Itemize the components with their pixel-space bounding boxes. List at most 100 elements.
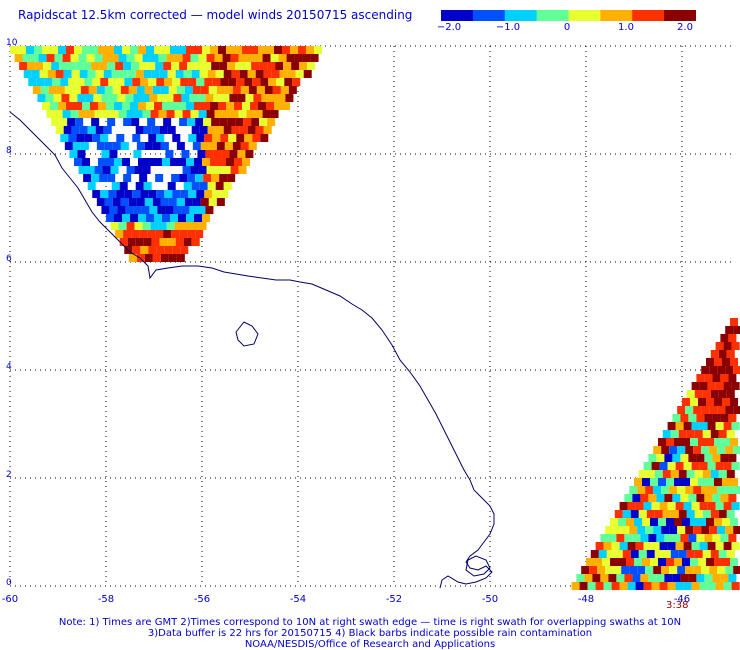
wind-cell [597,566,606,574]
wind-cell [619,582,628,590]
wind-cell [200,86,209,94]
wind-cell [206,110,215,118]
wind-cell [608,574,617,582]
wind-cell [709,446,718,454]
wind-cell [709,526,718,534]
wind-cell [674,518,682,526]
wind-cell [618,518,626,526]
wind-cell [648,494,657,502]
colorbar-label: −2.0 [436,22,462,33]
wind-cell [674,478,682,486]
wind-cell [270,110,279,118]
wind-cell [156,78,165,86]
wind-cell [205,94,214,102]
wind-cell [672,534,681,542]
wind-cell [733,366,740,374]
wind-cell [154,102,162,110]
wind-cell [207,126,216,134]
wind-cell [728,334,737,342]
wind-cell [160,254,169,262]
wind-cell [143,238,152,246]
wind-cell [101,94,110,102]
wind-cell [256,86,265,94]
wind-cell [158,110,167,118]
wind-cell [686,550,695,558]
wind-cell [98,158,106,166]
wind-cell [136,86,145,94]
wind-cell [642,558,650,566]
wind-cell [207,182,216,190]
wind-cell [174,222,183,230]
wind-cell [234,102,242,110]
wind-cell [675,422,684,430]
wind-cell [94,166,103,174]
wind-cell [271,70,280,78]
wind-cell [718,470,727,478]
wind-cell [640,534,649,542]
wind-cell [238,54,247,62]
wind-cell [678,470,687,478]
wind-cell [142,54,151,62]
wind-cell [59,62,68,70]
wind-cell [82,158,90,166]
wind-cell [731,502,740,510]
wind-cell [224,86,233,94]
wind-cell [726,510,735,518]
wind-cell [266,46,274,54]
wind-cell [112,86,121,94]
wind-cell [118,110,127,118]
wind-cell [199,70,208,78]
wind-cell [134,54,143,62]
wind-cell [717,526,726,534]
wind-cell [91,118,100,126]
wind-cell [731,382,740,390]
wind-cell [694,390,703,398]
wind-cell [693,446,702,454]
wind-cell [32,86,41,94]
wind-cell [151,126,160,134]
wind-cell [26,46,34,54]
wind-cell [232,86,241,94]
wind-cell [172,190,181,198]
wind-cell [93,94,102,102]
wind-cell [240,86,249,94]
wind-cell [150,222,159,230]
wind-cell [290,46,298,54]
wind-cell [77,150,86,158]
wind-cell [40,86,49,94]
wind-cell [144,254,153,262]
wind-cell [690,478,698,486]
wind-cell [259,118,268,126]
wind-cell [194,102,202,110]
wind-cell [54,54,63,62]
wind-cell [699,422,708,430]
wind-cell [723,382,732,390]
wind-cell [162,214,170,222]
wind-cell [699,462,708,470]
wind-cell [650,518,658,526]
wind-cell [706,558,714,566]
wind-cell [123,118,132,126]
wind-cell [683,582,692,590]
wind-cell [175,70,184,78]
wind-cell [682,398,690,406]
wind-cell [299,62,308,70]
wind-cell [688,454,697,462]
wind-cell [677,526,686,534]
wind-cell [648,454,657,462]
wind-cell [227,174,236,182]
wind-cell [152,254,161,262]
wind-cell [248,142,257,150]
wind-cell [71,70,80,78]
wind-cell [147,62,156,70]
wind-cell [698,478,706,486]
wind-cell [118,54,127,62]
wind-cell [130,214,138,222]
wind-cell [35,62,44,70]
wind-cell [51,118,60,126]
wind-cell [702,470,711,478]
wind-cell [107,118,116,126]
wind-cell [696,574,705,582]
wind-cell [166,222,175,230]
wind-cell [726,430,735,438]
